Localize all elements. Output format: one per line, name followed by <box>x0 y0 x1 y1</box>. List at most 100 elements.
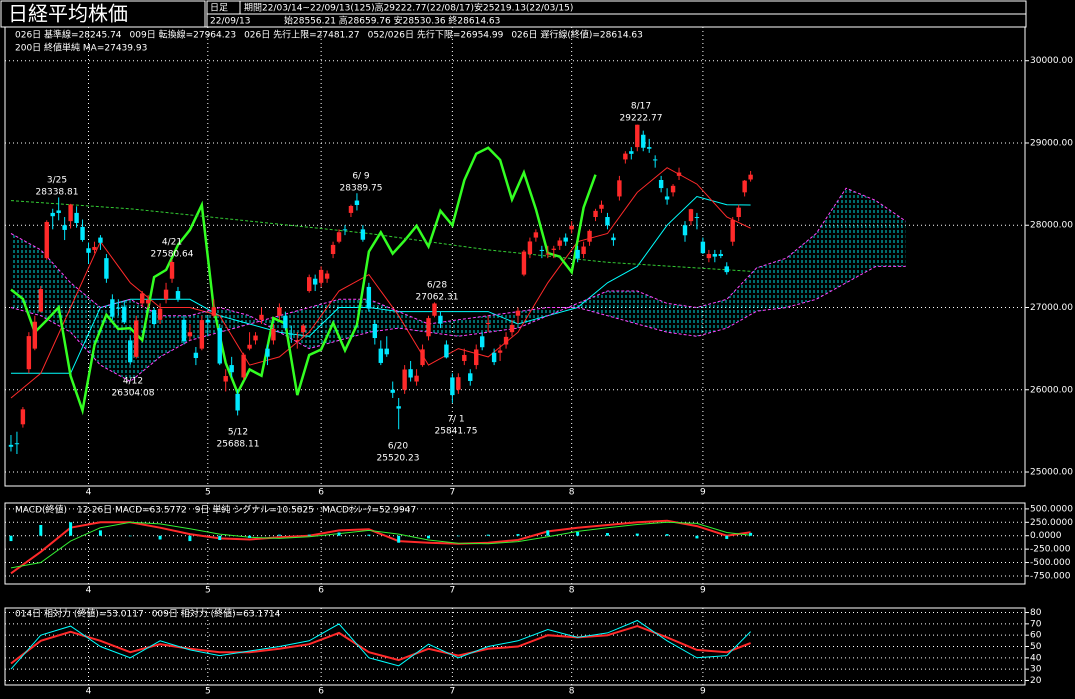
candle-body <box>724 266 729 273</box>
candle-body <box>718 254 723 257</box>
oscillator-bar <box>158 535 162 540</box>
candle-body <box>56 210 61 213</box>
oscillator-bar <box>605 533 609 536</box>
candle-body <box>664 196 670 200</box>
candle-body <box>134 320 139 357</box>
annotation-date: 3/25 <box>47 176 67 186</box>
candle-body <box>354 200 360 206</box>
oscillator-bar <box>337 532 341 536</box>
candle-body <box>623 153 628 160</box>
candle-body <box>128 340 133 363</box>
y-tick-label: 26000.00 <box>1030 385 1073 395</box>
legend-entry: 014日 相対力 (終値)=53.0117 <box>15 608 144 620</box>
candle-body <box>211 307 216 316</box>
candle-body <box>116 307 121 309</box>
x-tick-label: 6 <box>318 687 324 697</box>
timeframe: 日足 <box>210 3 228 14</box>
ichimoku-cloud <box>11 188 906 382</box>
annotation-date: 6/ 9 <box>352 172 370 182</box>
candle-body <box>569 225 574 230</box>
legend-entry: 009日 相対力 (終値)=63.1714 <box>152 608 281 620</box>
candle-body <box>86 248 91 253</box>
date: 22/09/13 <box>210 17 250 27</box>
y-tick-label: 80 <box>1030 608 1042 618</box>
candle-body <box>647 147 652 149</box>
candle-body <box>420 349 425 366</box>
candle-body <box>44 221 49 259</box>
candle-body <box>682 225 688 236</box>
legend-entry: 026日 先行上限=27481.27 <box>244 29 360 41</box>
candle-body <box>318 269 324 283</box>
oscillator-bar <box>516 534 520 536</box>
oscillator-bar <box>749 532 753 536</box>
annotation-value: 27580.64 <box>151 250 194 260</box>
candle-body <box>193 352 199 359</box>
candle-body <box>551 248 556 250</box>
candle-body <box>426 318 431 337</box>
oscillator-bar <box>456 535 460 537</box>
y-tick-label: 30000.00 <box>1030 56 1073 66</box>
candle-body <box>545 253 551 255</box>
candle-body <box>199 320 205 349</box>
legend-entry: 12-26日 MACD=63.5772 <box>77 505 187 516</box>
candle-body <box>432 303 437 316</box>
series-line <box>10 146 597 416</box>
annotation-date: 4/12 <box>123 377 143 387</box>
candle-body <box>384 348 389 355</box>
candle-body <box>74 212 79 224</box>
annotation-value: 29222.77 <box>620 114 663 124</box>
x-tick-label: 7 <box>450 488 456 498</box>
candle-body <box>450 377 455 396</box>
candle-body <box>658 180 664 189</box>
candle-body <box>366 286 372 309</box>
candle-body <box>593 210 598 218</box>
y-tick-label: 20 <box>1030 676 1042 686</box>
candle-body <box>408 369 413 378</box>
candle-body <box>68 204 73 222</box>
candle-body <box>527 241 533 255</box>
candle-body <box>599 204 604 209</box>
candle-body <box>348 205 354 213</box>
candle-body <box>581 246 586 255</box>
candle-body <box>748 174 753 180</box>
candle-body <box>611 237 616 241</box>
annotation-value: 25841.75 <box>435 427 478 437</box>
candle-body <box>736 207 741 218</box>
candle-body <box>629 151 634 154</box>
oscillator-bar <box>307 534 311 536</box>
legend-entry: 026日 基準線=28245.74 <box>15 29 122 41</box>
y-tick-label: 25000.00 <box>1030 468 1073 478</box>
candle-body <box>635 124 640 148</box>
oscillator-bar <box>69 522 73 536</box>
candle-body <box>360 229 366 240</box>
annotation-date: 4/21 <box>162 238 182 248</box>
candle-body <box>521 251 527 275</box>
candle-body <box>324 273 330 279</box>
candle-body <box>98 237 103 243</box>
oscillator-bar <box>39 524 43 536</box>
series-line <box>10 519 751 575</box>
candle-body <box>241 354 246 378</box>
annotation-date: 6/20 <box>388 442 408 452</box>
candle-body <box>151 309 157 325</box>
candle-body <box>157 308 163 320</box>
legend-entry: 009日 転換線=27964.23 <box>130 29 237 41</box>
x-tick-label: 9 <box>700 687 706 697</box>
candle-body <box>20 409 26 425</box>
candle-body <box>378 348 383 363</box>
y-tick-label: 28000.00 <box>1030 221 1073 231</box>
legend-entry: 200日 終値単純 MA=27439.93 <box>15 42 147 54</box>
candle-body <box>396 406 401 409</box>
annotation-date: 6/28 <box>427 281 447 291</box>
x-tick-label: 8 <box>569 488 575 498</box>
candle-body <box>307 277 312 292</box>
candle-body <box>444 344 449 358</box>
candle-body <box>247 344 252 349</box>
candle-body <box>390 389 395 393</box>
candle-body <box>605 217 610 226</box>
candle-body <box>462 354 467 361</box>
y-tick-label: -750.000 <box>1030 571 1071 581</box>
candle-body <box>515 310 521 316</box>
candle-body <box>235 393 240 411</box>
candle-body <box>474 349 479 366</box>
